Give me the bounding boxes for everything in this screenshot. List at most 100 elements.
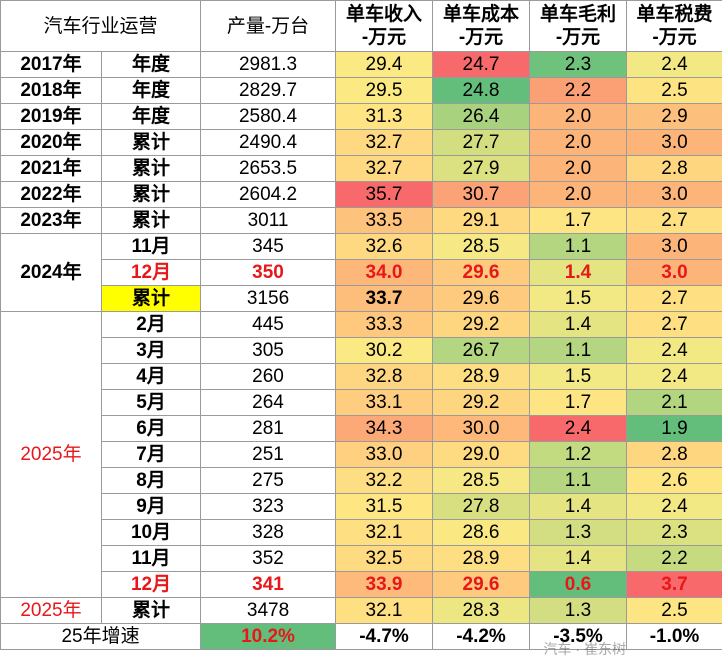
margin-cell: 1.4: [529, 545, 628, 572]
revenue-cell: 33.3: [335, 311, 434, 338]
output-cell: 3011: [200, 207, 337, 234]
tax-cell: 3.0: [626, 129, 722, 156]
period-cell: 累计: [100, 129, 202, 156]
tax-cell: 3.0: [626, 181, 722, 208]
revenue-cell: 32.2: [335, 467, 434, 494]
summary-row: 2025年 累计 3478 32.1 28.3 1.3 2.5: [0, 597, 722, 624]
output-cell: 2490.4: [200, 129, 337, 156]
cost-cell: 28.3: [432, 597, 531, 624]
cost-cell: 27.9: [432, 155, 531, 182]
period-cell: 12月: [100, 571, 202, 598]
table-row: 4月 260 32.8 28.9 1.5 2.4: [1, 363, 722, 390]
margin-cell: 2.0: [529, 181, 628, 208]
tax-cell: 2.5: [626, 597, 722, 624]
table-row: 2024年 11月 345 32.6 28.5 1.1 3.0: [0, 233, 722, 312]
revenue-cell: 33.1: [335, 389, 434, 416]
year-cell: 2024年: [0, 233, 102, 312]
margin-cell: 2.3: [529, 51, 628, 78]
margin-cell: 1.4: [529, 311, 628, 338]
period-cell: 11月: [100, 545, 202, 572]
cost-cell: 27.8: [432, 493, 531, 520]
output-cell: 323: [200, 493, 337, 520]
margin-cell: 1.4: [529, 259, 628, 286]
margin-cell: 2.0: [529, 155, 628, 182]
tax-cell: 2.7: [626, 207, 722, 234]
margin-cell: 2.4: [529, 415, 628, 442]
margin-cell: 1.3: [529, 519, 628, 546]
revenue-cell: 31.3: [335, 103, 434, 130]
margin-cell: 2.0: [529, 129, 628, 156]
output-cell: 10.2%: [200, 623, 337, 650]
tax-cell: 2.7: [626, 311, 722, 338]
tax-cell: 3.7: [626, 571, 722, 598]
tax-cell: 3.0: [626, 259, 722, 286]
output-cell: 445: [200, 311, 337, 338]
margin-cell: 2.0: [529, 103, 628, 130]
year-cell: 2025年: [0, 597, 102, 624]
revenue-cell: 34.0: [335, 259, 434, 286]
period-cell: 10月: [100, 519, 202, 546]
cost-cell: 30.0: [432, 415, 531, 442]
header-revenue: 单车收入 -万元: [335, 0, 434, 52]
period-cell: 4月: [100, 363, 202, 390]
period-cell: 6月: [100, 415, 202, 442]
tax-cell: 2.4: [626, 493, 722, 520]
margin-cell: 1.5: [529, 285, 628, 312]
table-row: 12月 341 33.9 29.6 0.6 3.7: [1, 571, 722, 598]
revenue-cell: 33.9: [335, 571, 434, 598]
table-row: 2018年 年度 2829.7 29.5 24.8 2.2 2.5: [0, 77, 722, 104]
header-title: 汽车行业运营: [0, 0, 202, 52]
tax-cell: 2.7: [626, 285, 722, 312]
header-tax: 单车税费 -万元: [626, 0, 722, 52]
table-row: 2022年 累计 2604.2 35.7 30.7 2.0 3.0: [0, 181, 722, 208]
tax-cell: 2.6: [626, 467, 722, 494]
cost-cell: 26.7: [432, 337, 531, 364]
watermark: 汽车 · 崔东树: [543, 641, 626, 657]
cost-cell: 28.9: [432, 363, 531, 390]
period-cell: 11月: [100, 233, 202, 260]
revenue-cell: 32.6: [335, 233, 434, 260]
revenue-cell: 32.8: [335, 363, 434, 390]
tax-cell: 2.8: [626, 155, 722, 182]
period-cell: 2月: [100, 311, 202, 338]
output-cell: 2580.4: [200, 103, 337, 130]
output-cell: 275: [200, 467, 337, 494]
margin-cell: -3.5%: [529, 623, 628, 650]
year-cell: 2019年: [0, 103, 102, 130]
cost-cell: 30.7: [432, 181, 531, 208]
cost-cell: 29.2: [432, 389, 531, 416]
revenue-cell: -4.7%: [335, 623, 434, 650]
table-row: 2017年 年度 2981.3 29.4 24.7 2.3 2.4: [0, 51, 722, 78]
output-cell: 352: [200, 545, 337, 572]
output-cell: 328: [200, 519, 337, 546]
table-row: 2019年 年度 2580.4 31.3 26.4 2.0 2.9: [0, 103, 722, 130]
period-cell: 累计: [100, 207, 202, 234]
revenue-cell: 33.7: [335, 285, 434, 312]
revenue-cell: 32.1: [335, 597, 434, 624]
growth-row: 25年增速 10.2% -4.7% -4.2% -3.5% -1.0%: [0, 623, 722, 650]
revenue-cell: 32.7: [335, 129, 434, 156]
cost-cell: 29.6: [432, 259, 531, 286]
output-cell: 2981.3: [200, 51, 337, 78]
revenue-cell: 30.2: [335, 337, 434, 364]
revenue-cell: 29.4: [335, 51, 434, 78]
revenue-cell: 32.5: [335, 545, 434, 572]
year-cell: 2020年: [0, 129, 102, 156]
period-cell: 年度: [100, 51, 202, 78]
cost-cell: 28.6: [432, 519, 531, 546]
header-cost: 单车成本 -万元: [432, 0, 531, 52]
period-cell: 5月: [100, 389, 202, 416]
cost-cell: 28.5: [432, 467, 531, 494]
table-row: 2021年 累计 2653.5 32.7 27.9 2.0 2.8: [0, 155, 722, 182]
output-cell: 345: [200, 233, 337, 260]
period-cell: 累计: [100, 597, 202, 624]
tax-cell: 3.0: [626, 233, 722, 260]
period-cell: 3月: [100, 337, 202, 364]
revenue-cell: 31.5: [335, 493, 434, 520]
output-cell: 305: [200, 337, 337, 364]
auto-industry-table: 汽车行业运营 产量-万台 单车收入 -万元 单车成本 -万元 单车毛利 -万元 …: [0, 0, 722, 650]
margin-cell: 1.5: [529, 363, 628, 390]
revenue-cell: 29.5: [335, 77, 434, 104]
period-cell: 年度: [100, 77, 202, 104]
growth-label: 25年增速: [0, 623, 202, 650]
